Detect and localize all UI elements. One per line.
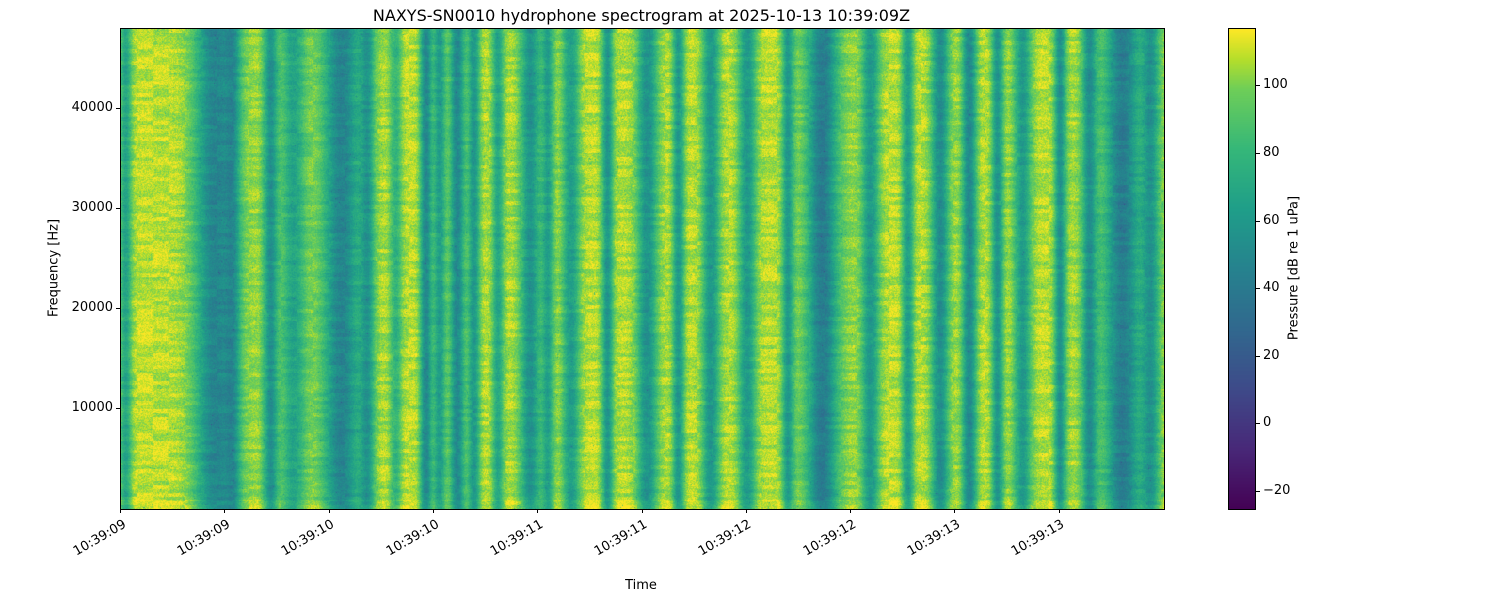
colorbar-label: Pressure [dB re 1 uPa] bbox=[1286, 195, 1302, 341]
x-axis-label: Time bbox=[625, 578, 657, 593]
x-tick-label: 10:39:13 bbox=[904, 517, 963, 560]
x-tick-label: 10:39:12 bbox=[696, 517, 755, 560]
chart-title: NAXYS-SN0010 hydrophone spectrogram at 2… bbox=[372, 6, 911, 25]
y-axis-label: Frequency [Hz] bbox=[46, 218, 62, 318]
colorbar-tick-mark bbox=[1256, 153, 1260, 155]
y-tick-label: 20000 bbox=[71, 300, 113, 315]
x-tick-label: 10:39:10 bbox=[383, 517, 442, 560]
x-tick-label: 10:39:11 bbox=[487, 517, 546, 560]
colorbar bbox=[1228, 28, 1256, 510]
x-tick-label: 10:39:09 bbox=[70, 517, 129, 560]
x-tick-label: 10:39:11 bbox=[591, 517, 650, 560]
y-tick-label: 40000 bbox=[71, 100, 113, 115]
colorbar-tick-label: −20 bbox=[1263, 483, 1291, 499]
colorbar-tick-mark bbox=[1256, 491, 1260, 493]
spectrogram-heatmap-canvas bbox=[120, 28, 1165, 510]
colorbar-tick-mark bbox=[1256, 423, 1260, 425]
colorbar-tick-mark bbox=[1256, 288, 1260, 290]
colorbar-tick-label: 60 bbox=[1263, 212, 1280, 228]
colorbar-tick-mark bbox=[1256, 85, 1260, 87]
y-tick-label: 10000 bbox=[71, 400, 113, 415]
y-tick-label: 30000 bbox=[71, 200, 113, 215]
colorbar-tick-label: 0 bbox=[1263, 415, 1272, 431]
x-tick-label: 10:39:13 bbox=[1009, 517, 1068, 560]
colorbar-tick-mark bbox=[1256, 220, 1260, 222]
x-tick-label: 10:39:09 bbox=[174, 517, 233, 560]
colorbar-tick-label: 40 bbox=[1263, 280, 1280, 296]
colorbar-tick-label: 100 bbox=[1263, 77, 1288, 93]
colorbar-tick-label: 20 bbox=[1263, 347, 1280, 363]
x-tick-label: 10:39:10 bbox=[279, 517, 338, 560]
colorbar-tick-mark bbox=[1256, 355, 1260, 357]
x-tick-label: 10:39:12 bbox=[800, 517, 859, 560]
colorbar-tick-label: 80 bbox=[1263, 145, 1280, 161]
